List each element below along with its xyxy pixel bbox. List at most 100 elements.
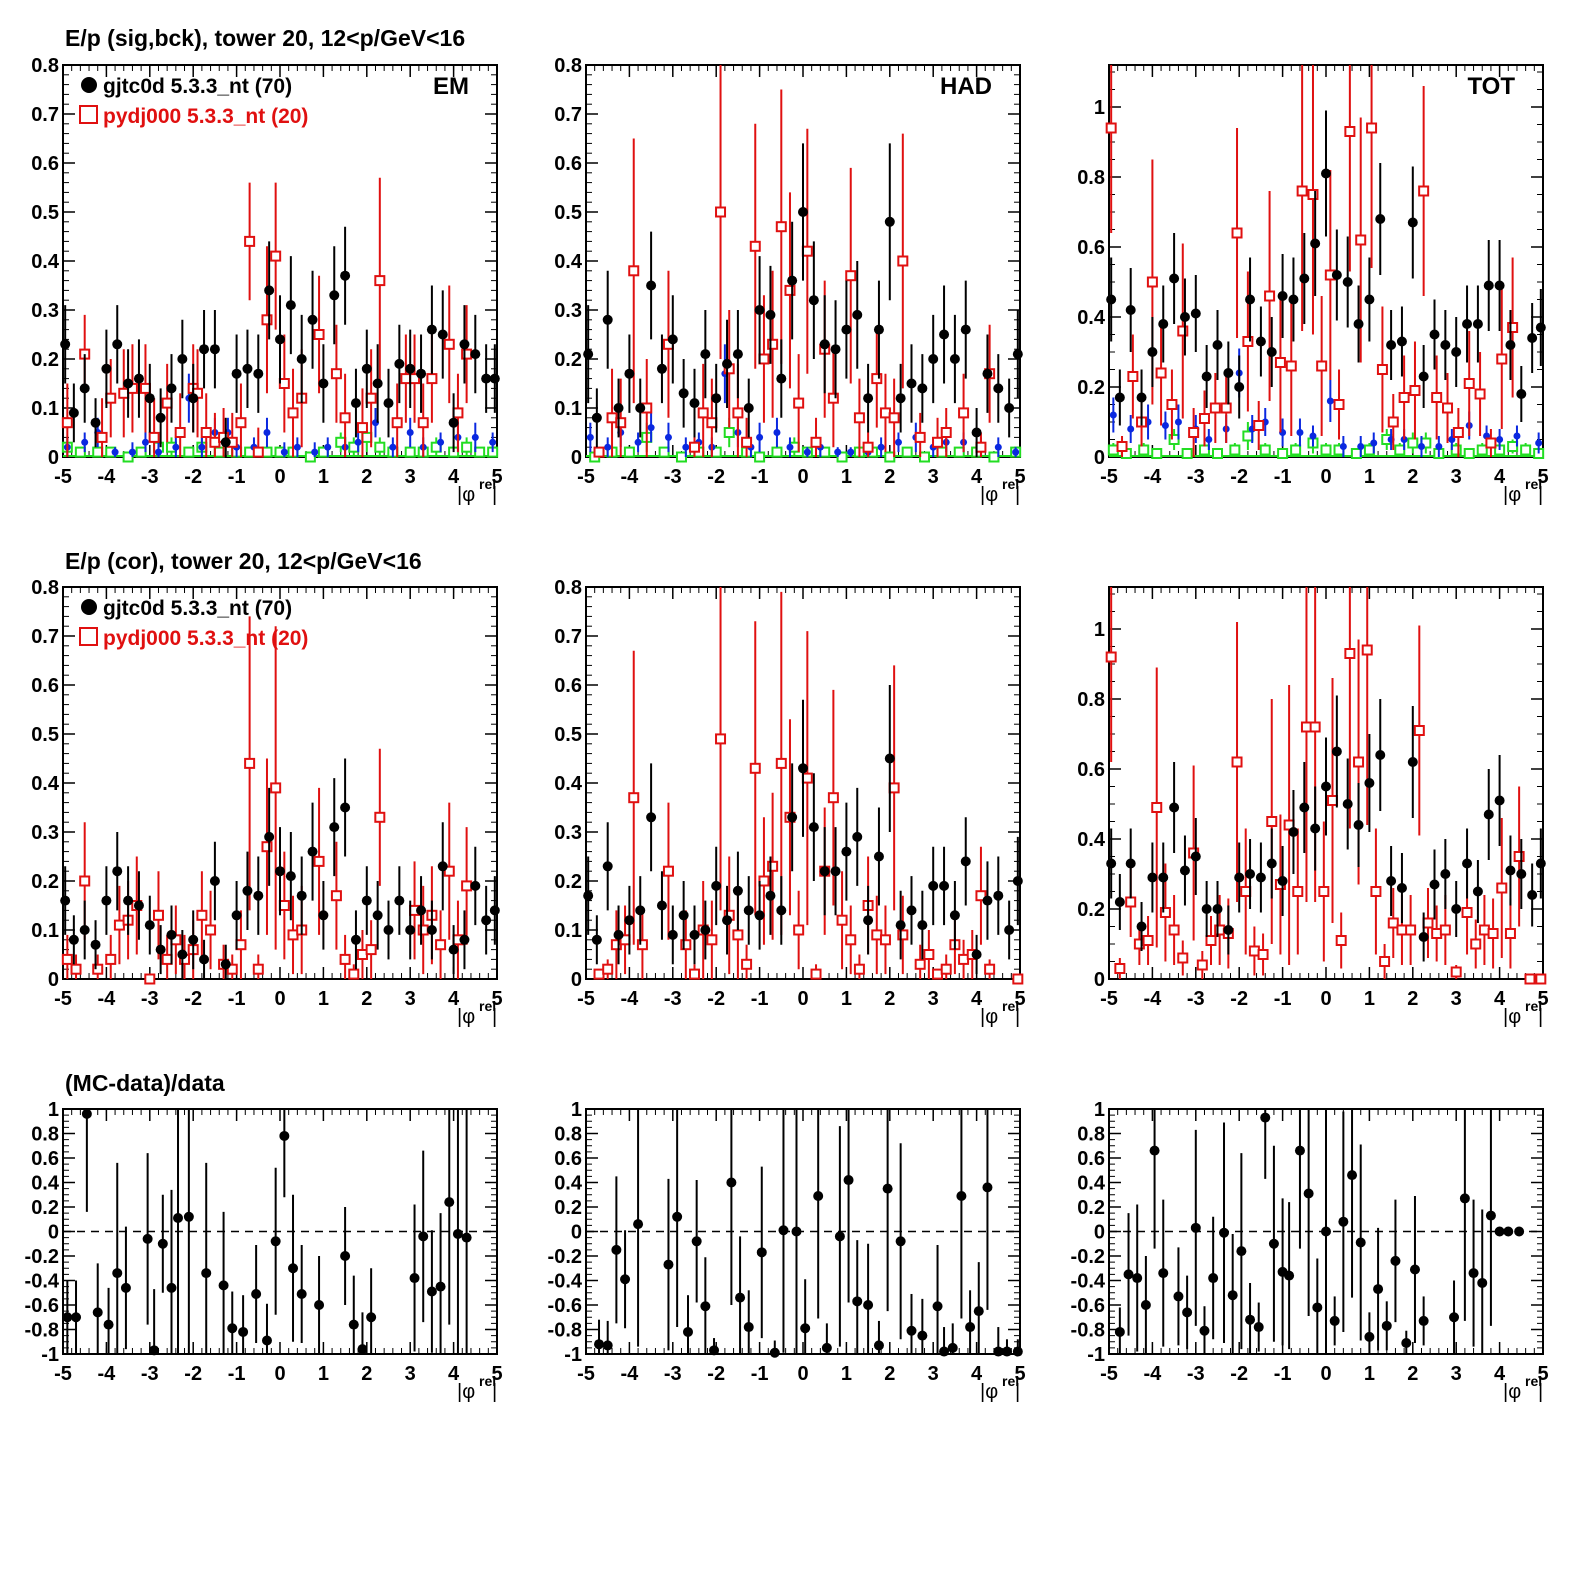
data-point	[873, 1340, 884, 1351]
data-point	[166, 383, 177, 394]
y-tick-label: 0.3	[31, 822, 59, 844]
data-point	[613, 403, 624, 413]
data-point	[1140, 1300, 1151, 1310]
x-tick-label: 2	[1407, 466, 1418, 488]
data-point	[786, 443, 794, 451]
data-point	[112, 1268, 123, 1279]
data-point	[1364, 778, 1375, 788]
data-point	[1277, 876, 1288, 886]
data-point	[1290, 444, 1302, 456]
data-point	[593, 968, 605, 980]
data-point	[697, 407, 709, 419]
data-point	[884, 753, 895, 764]
y-tick-label: 0.6	[1077, 759, 1105, 781]
data-point	[808, 822, 819, 833]
x-tick-label: 0	[274, 1363, 285, 1385]
data-point	[1231, 756, 1243, 768]
x-tick-label: 3	[928, 988, 939, 1010]
data-point	[61, 953, 73, 965]
data-point	[444, 1197, 455, 1208]
data-point	[662, 865, 674, 877]
data-point	[801, 772, 813, 784]
y-tick-label: 0.8	[31, 55, 59, 77]
y-tick-label: 0.6	[554, 675, 582, 697]
y-tick-label: 0.6	[31, 1148, 59, 1170]
data-point	[808, 295, 819, 306]
data-point	[871, 929, 883, 941]
data-point	[775, 757, 787, 769]
data-point	[1114, 392, 1125, 403]
data-point	[1205, 935, 1217, 946]
data-point	[1234, 382, 1245, 392]
data-point	[1472, 886, 1483, 897]
data-point	[862, 441, 874, 453]
data-point	[261, 446, 273, 458]
panel-cor-had: -5 -4 -3 -2 -1 0 1 2 3 4 5 |φ rel| 0 0.1 0.2 0.3 0.4 0.5 0.…	[554, 577, 1025, 1028]
data-point	[244, 757, 256, 769]
data-point	[583, 890, 594, 901]
data-point	[1292, 886, 1304, 897]
data-point	[1201, 371, 1212, 382]
data-point	[1245, 869, 1256, 879]
data-point	[128, 448, 136, 456]
data-point	[1326, 397, 1334, 405]
data-point	[1535, 439, 1543, 447]
data-point	[383, 398, 394, 409]
data-point	[461, 441, 473, 453]
data-point	[288, 1263, 299, 1274]
data-point	[103, 1319, 114, 1330]
data-point	[845, 934, 857, 946]
data-point	[960, 856, 971, 867]
data-point	[1370, 439, 1378, 447]
data-point	[330, 368, 342, 380]
x-axis-label: |φ	[1503, 484, 1521, 506]
data-point	[70, 963, 82, 975]
data-point	[1535, 322, 1546, 333]
data-point	[235, 417, 247, 429]
data-point	[443, 338, 455, 350]
x-axis-label: |φ	[980, 484, 998, 506]
data-point	[1300, 721, 1312, 733]
x-tick-label: 3	[405, 466, 416, 488]
data-point	[1407, 437, 1419, 449]
y-tick-label: 0.2	[554, 1197, 582, 1219]
data-point	[675, 451, 687, 463]
data-point	[836, 914, 848, 926]
data-point	[1513, 851, 1525, 862]
data-point	[994, 443, 1002, 451]
x-tick-label: -4	[98, 1363, 117, 1385]
data-point	[1387, 416, 1399, 428]
x-tick-label: -4	[98, 988, 117, 1010]
data-point	[700, 925, 711, 935]
data-point	[940, 963, 952, 975]
data-point	[123, 895, 134, 906]
data-point	[1316, 360, 1328, 372]
data-point	[1260, 1112, 1271, 1123]
data-point	[1136, 392, 1147, 403]
data-point	[92, 1307, 103, 1318]
x-tick-label: -4	[621, 988, 640, 1010]
data-point	[884, 451, 896, 463]
data-point	[1409, 385, 1421, 396]
y-tick-label: 0.3	[554, 300, 582, 322]
data-point	[1245, 294, 1256, 305]
x-tick-label: 5	[491, 1363, 502, 1385]
data-point	[1173, 1291, 1184, 1302]
data-point	[1485, 437, 1497, 449]
data-point	[470, 349, 481, 360]
data-point	[1451, 904, 1462, 914]
data-point	[1364, 294, 1375, 305]
y-tick-label: 0	[1094, 969, 1105, 991]
data-point	[1255, 872, 1266, 883]
data-point	[1459, 1193, 1470, 1204]
data-point	[1212, 340, 1223, 350]
data-point	[161, 397, 173, 409]
y-tick-label: 0.7	[31, 104, 59, 126]
data-point	[1142, 935, 1154, 946]
data-point	[1440, 869, 1451, 879]
data-point	[144, 973, 156, 985]
x-tick-label: -3	[141, 466, 159, 488]
row-title-cor: E/p (cor), tower 20, 12<p/GeV<16	[65, 548, 422, 574]
y-tick-label: 0.5	[31, 724, 59, 746]
data-point	[754, 910, 765, 921]
